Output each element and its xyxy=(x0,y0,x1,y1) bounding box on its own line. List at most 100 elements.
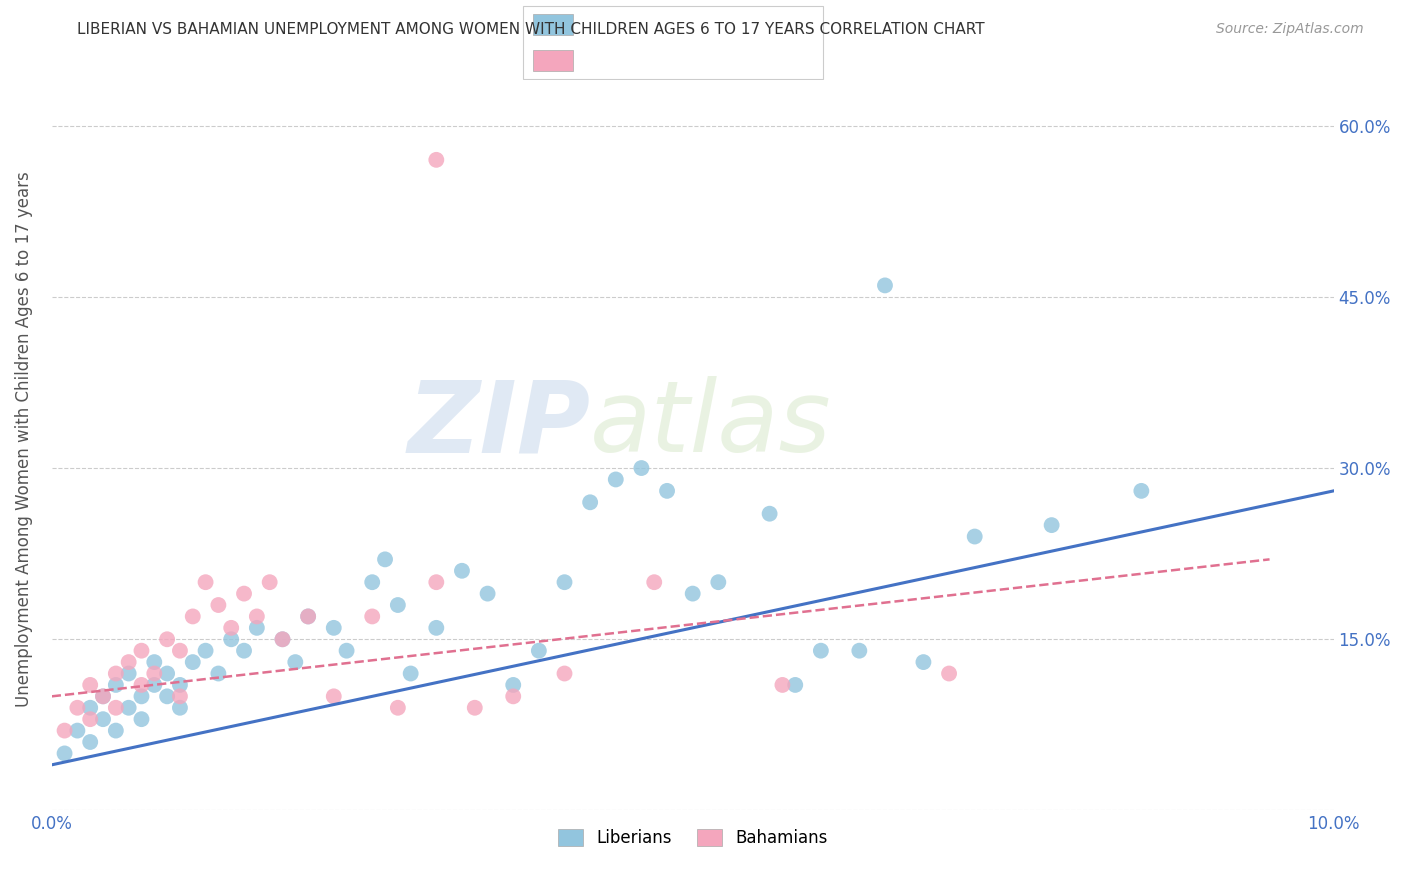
Point xyxy=(79,678,101,692)
Point xyxy=(91,690,114,704)
Point xyxy=(91,690,114,704)
Point xyxy=(387,598,409,612)
Point xyxy=(785,678,807,692)
Text: ZIP: ZIP xyxy=(408,376,591,473)
Point xyxy=(156,632,179,647)
Point xyxy=(143,678,166,692)
Point xyxy=(425,575,447,590)
Point xyxy=(219,621,242,635)
Point xyxy=(91,712,114,726)
Point xyxy=(118,700,141,714)
Point xyxy=(131,690,153,704)
Point xyxy=(770,678,793,692)
Point xyxy=(810,643,832,657)
Legend: Liberians, Bahamians: Liberians, Bahamians xyxy=(551,822,834,855)
Point xyxy=(605,473,627,487)
Point xyxy=(336,643,359,657)
Point xyxy=(169,643,191,657)
Point xyxy=(169,700,191,714)
Point xyxy=(169,690,191,704)
Point xyxy=(104,666,127,681)
Point xyxy=(131,678,153,692)
Point xyxy=(156,666,179,681)
Point xyxy=(66,723,89,738)
Point xyxy=(118,666,141,681)
Point xyxy=(53,723,76,738)
Point xyxy=(246,609,269,624)
Point xyxy=(707,575,730,590)
Point xyxy=(361,575,384,590)
Point xyxy=(553,666,575,681)
Point xyxy=(143,666,166,681)
Point xyxy=(464,700,486,714)
Point xyxy=(963,529,986,543)
Point xyxy=(387,700,409,714)
Point xyxy=(118,655,141,669)
FancyBboxPatch shape xyxy=(533,13,572,35)
Point xyxy=(79,735,101,749)
Text: 0.104: 0.104 xyxy=(628,52,685,70)
Point xyxy=(104,700,127,714)
Y-axis label: Unemployment Among Women with Children Ages 6 to 17 years: Unemployment Among Women with Children A… xyxy=(15,171,32,707)
Point xyxy=(207,598,229,612)
Point xyxy=(104,723,127,738)
Point xyxy=(1130,483,1153,498)
Point xyxy=(938,666,960,681)
Point xyxy=(527,643,550,657)
Text: R =: R = xyxy=(588,15,627,33)
Point xyxy=(322,621,344,635)
Point xyxy=(630,461,652,475)
Point xyxy=(502,678,524,692)
Point xyxy=(169,678,191,692)
Text: N =: N = xyxy=(711,52,752,70)
Point xyxy=(271,632,294,647)
Text: atlas: atlas xyxy=(591,376,832,473)
Text: Source: ZipAtlas.com: Source: ZipAtlas.com xyxy=(1216,22,1364,37)
Point xyxy=(297,609,319,624)
Point xyxy=(284,655,307,669)
Point xyxy=(643,575,665,590)
Point xyxy=(246,621,269,635)
Point xyxy=(143,655,166,669)
Point xyxy=(219,632,242,647)
Point xyxy=(758,507,780,521)
Point xyxy=(655,483,678,498)
Point xyxy=(79,712,101,726)
Text: 54: 54 xyxy=(749,15,775,33)
Text: R =: R = xyxy=(588,52,627,70)
Point xyxy=(194,643,217,657)
Point xyxy=(425,621,447,635)
Point xyxy=(873,278,896,293)
Point xyxy=(207,666,229,681)
Text: LIBERIAN VS BAHAMIAN UNEMPLOYMENT AMONG WOMEN WITH CHILDREN AGES 6 TO 17 YEARS C: LIBERIAN VS BAHAMIAN UNEMPLOYMENT AMONG … xyxy=(77,22,986,37)
Point xyxy=(477,586,499,600)
Point xyxy=(271,632,294,647)
Point xyxy=(1040,518,1063,533)
Point xyxy=(912,655,935,669)
Point xyxy=(194,575,217,590)
Point xyxy=(682,586,704,600)
Point xyxy=(131,712,153,726)
Point xyxy=(297,609,319,624)
Point xyxy=(53,747,76,761)
Point xyxy=(579,495,602,509)
Point xyxy=(322,690,344,704)
Point xyxy=(233,643,256,657)
Point xyxy=(181,655,204,669)
Text: 0.495: 0.495 xyxy=(628,15,685,33)
Point xyxy=(374,552,396,566)
Text: 34: 34 xyxy=(749,52,775,70)
Point xyxy=(361,609,384,624)
Point xyxy=(553,575,575,590)
Point xyxy=(425,153,447,167)
Point xyxy=(79,700,101,714)
Point xyxy=(259,575,281,590)
Point xyxy=(233,586,256,600)
FancyBboxPatch shape xyxy=(533,50,572,71)
Point xyxy=(502,690,524,704)
Point xyxy=(66,700,89,714)
Point xyxy=(181,609,204,624)
Point xyxy=(848,643,870,657)
Point xyxy=(451,564,474,578)
Point xyxy=(156,690,179,704)
